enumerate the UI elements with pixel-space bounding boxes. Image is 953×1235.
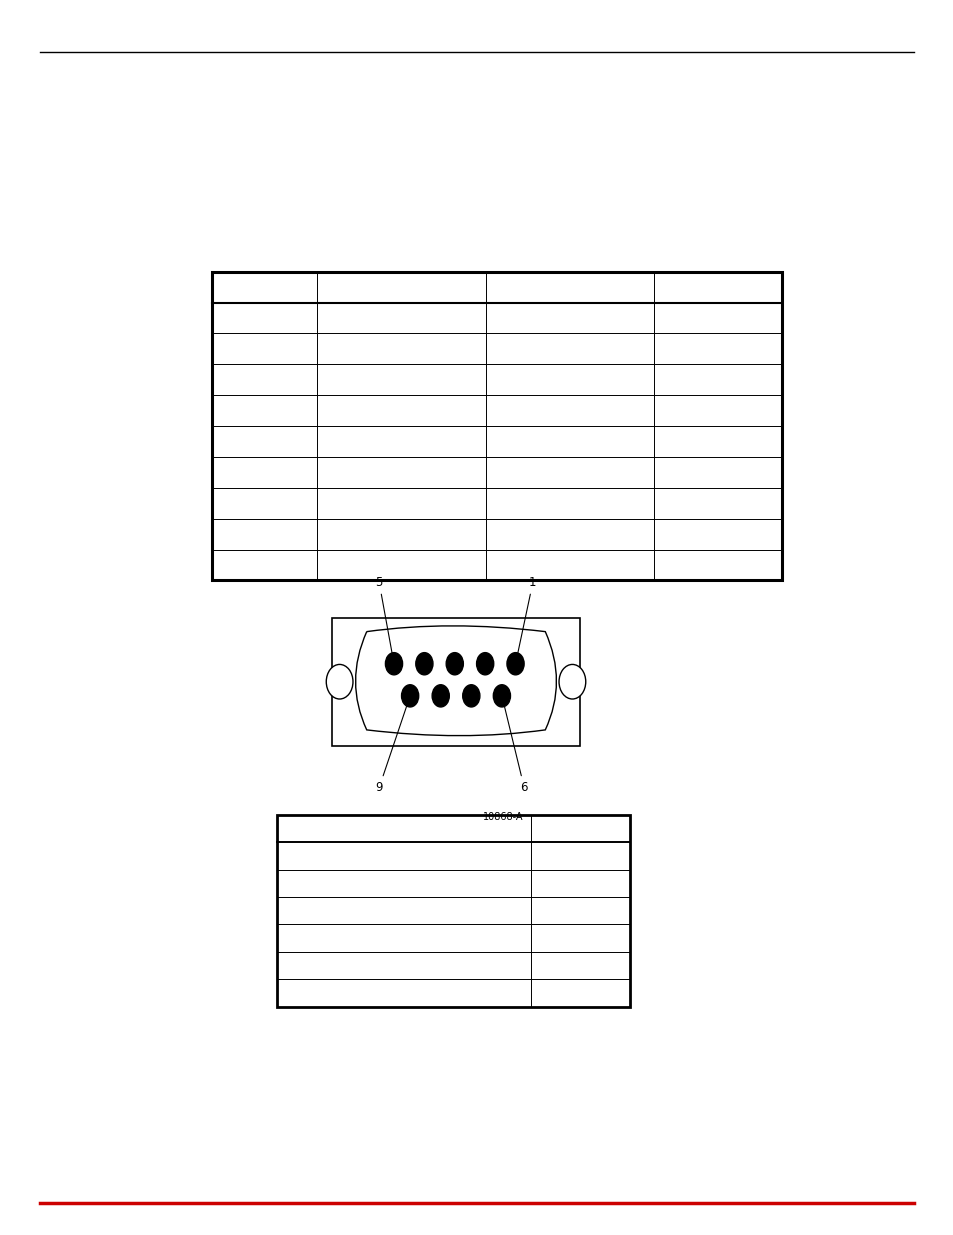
Circle shape: [558, 664, 585, 699]
Circle shape: [432, 684, 449, 706]
Bar: [276, 815, 629, 1007]
Text: 5: 5: [375, 576, 395, 659]
Circle shape: [416, 652, 433, 674]
Circle shape: [462, 684, 479, 706]
Circle shape: [493, 684, 510, 706]
Bar: [332, 618, 579, 746]
Circle shape: [385, 652, 402, 674]
Text: 10868-A: 10868-A: [482, 811, 523, 821]
Circle shape: [401, 684, 418, 706]
Circle shape: [476, 652, 494, 674]
Circle shape: [446, 652, 463, 674]
Bar: [212, 272, 781, 580]
Text: 1: 1: [515, 576, 537, 659]
Circle shape: [506, 652, 523, 674]
Text: 6: 6: [501, 700, 527, 794]
Circle shape: [326, 664, 353, 699]
Text: 9: 9: [375, 700, 409, 794]
